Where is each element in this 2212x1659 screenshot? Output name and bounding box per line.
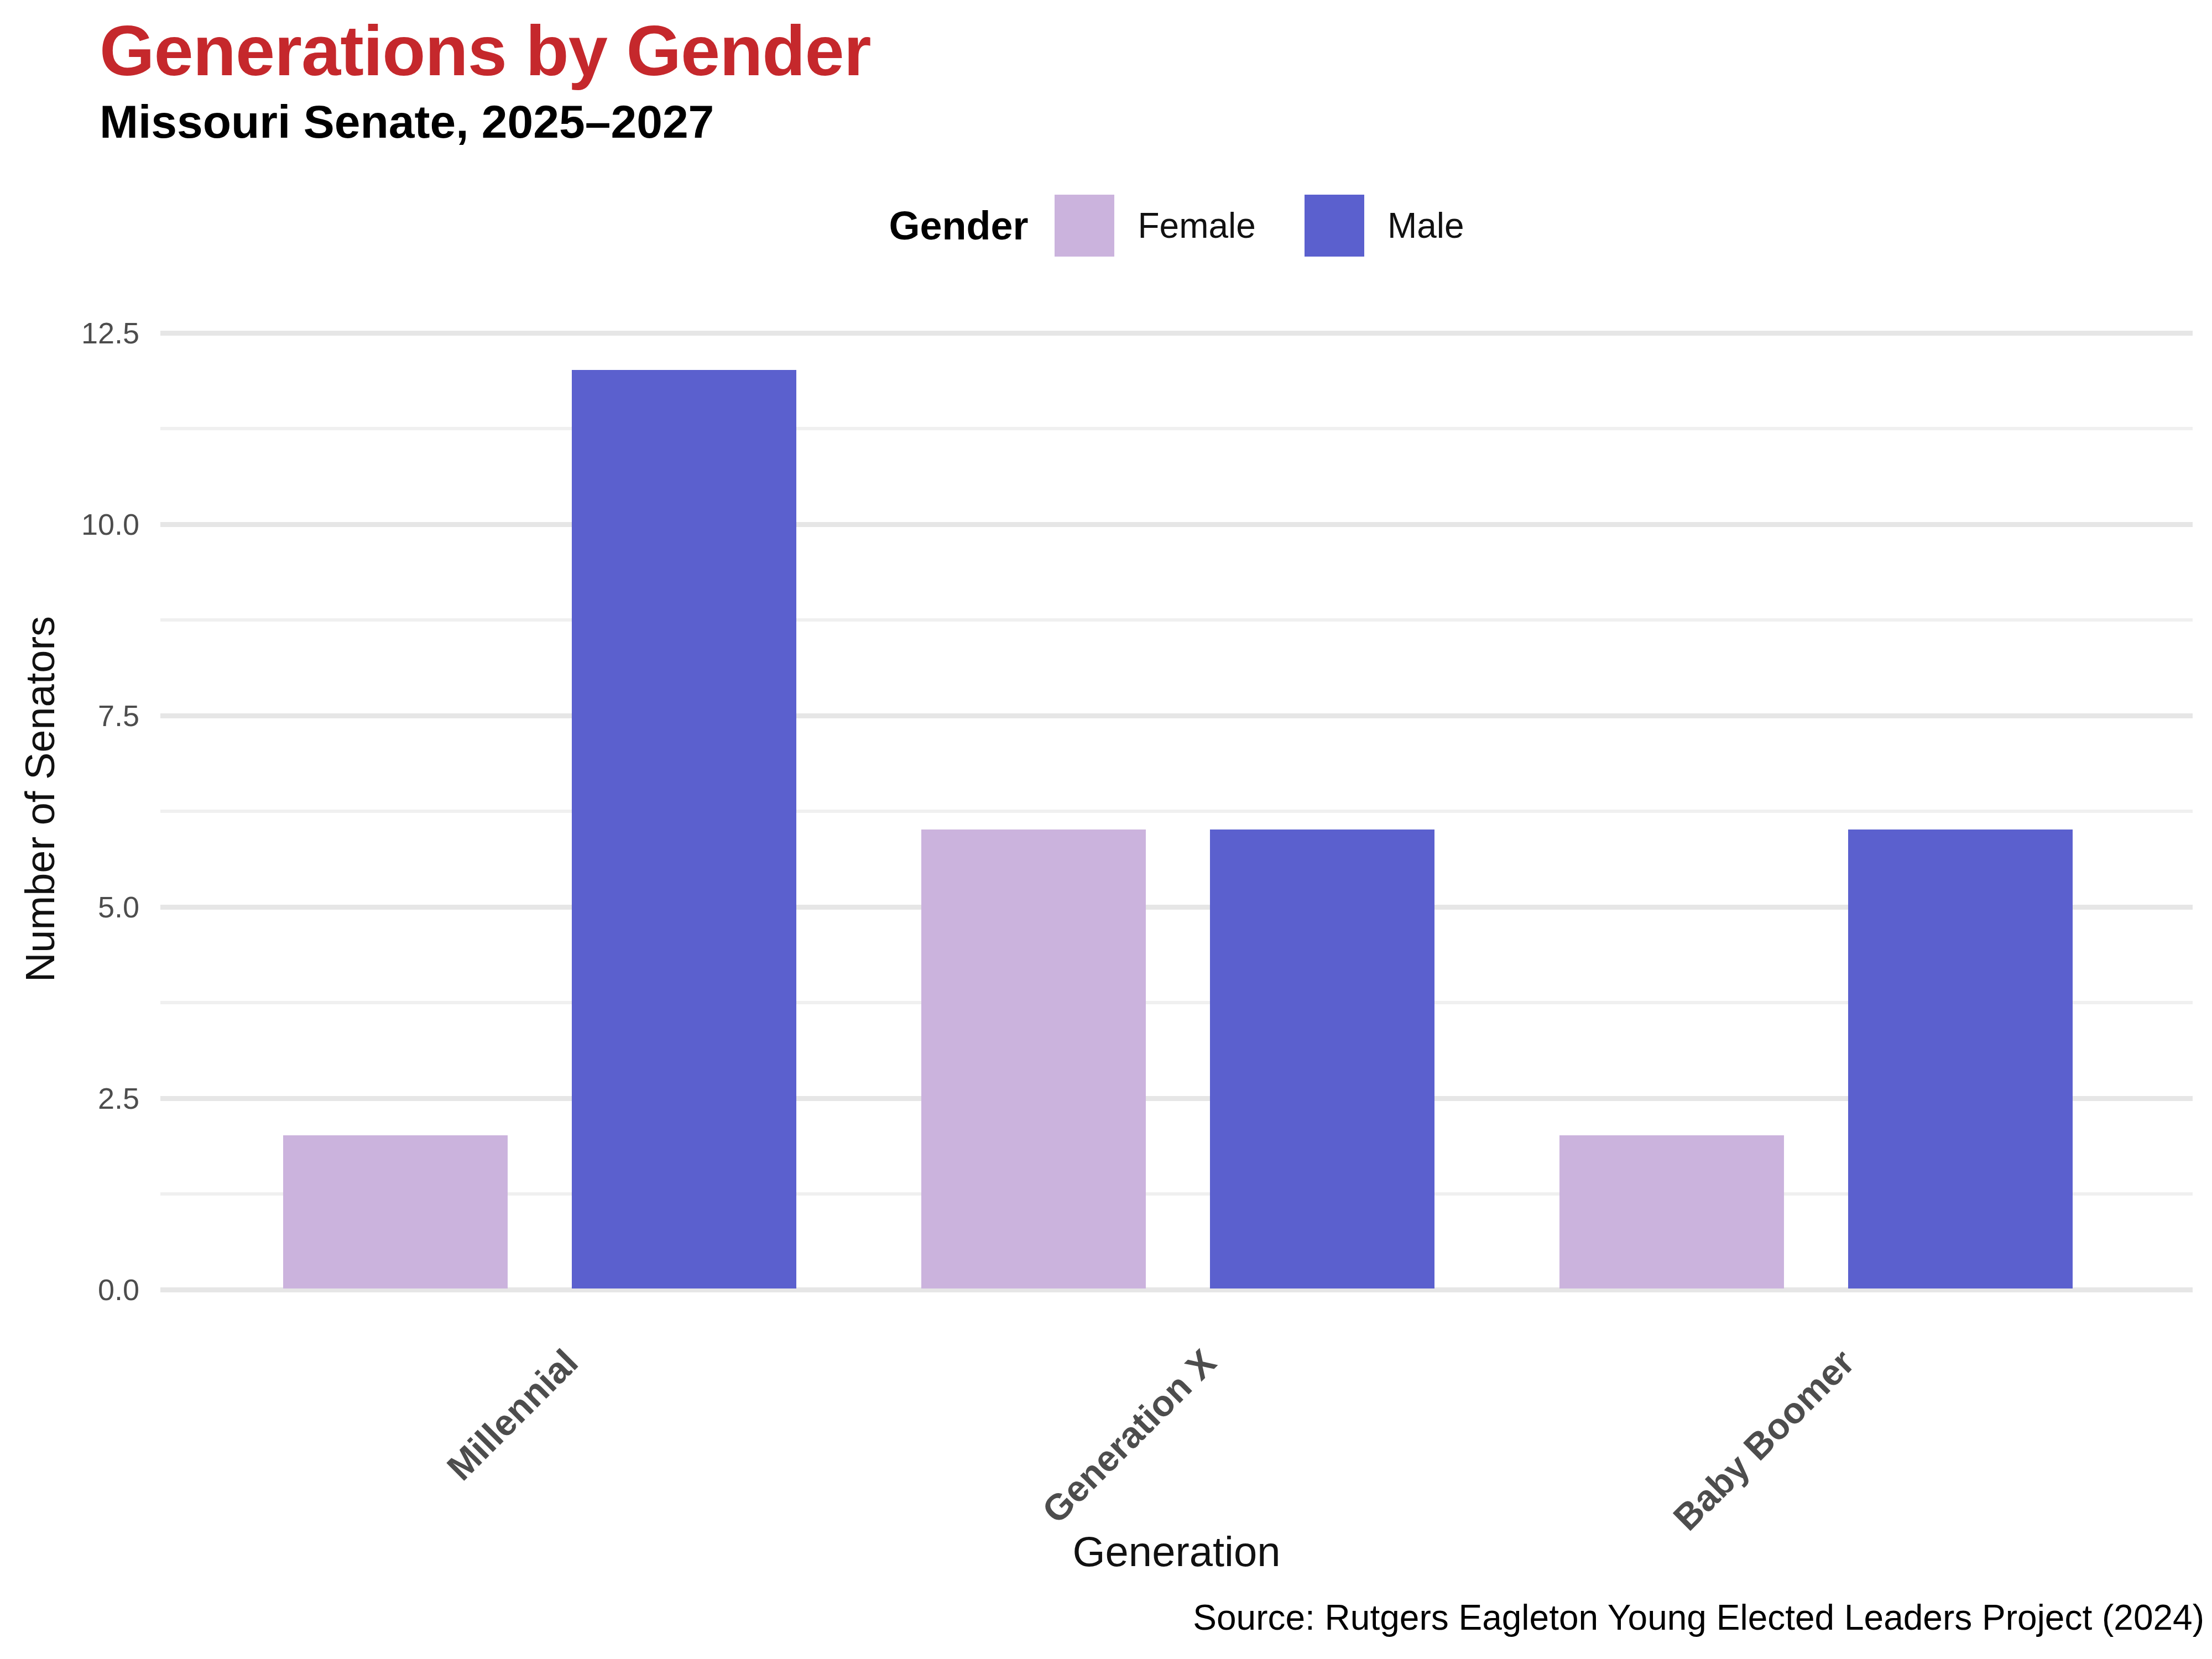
chart-canvas: Generations by Gender Missouri Senate, 2… bbox=[0, 0, 2212, 1659]
plot-area: 0.02.55.07.510.012.5MillennialGeneration… bbox=[0, 0, 2212, 1659]
bar-male-baby-boomer bbox=[1848, 830, 2073, 1288]
y-tick-label: 2.5 bbox=[0, 1081, 139, 1116]
source-note: Source: Rutgers Eagleton Young Elected L… bbox=[1193, 1597, 2204, 1638]
gridline-major bbox=[160, 331, 2193, 336]
y-tick-label: 5.0 bbox=[0, 889, 139, 925]
gridline-minor bbox=[160, 810, 2193, 813]
y-tick-label: 12.5 bbox=[0, 315, 139, 351]
bar-female-baby-boomer bbox=[1559, 1135, 1784, 1288]
y-tick-label: 10.0 bbox=[0, 507, 139, 542]
x-category-label: Generation X bbox=[1034, 1341, 1224, 1531]
x-category-label: Baby Boomer bbox=[1665, 1341, 1863, 1538]
bar-male-millennial bbox=[572, 370, 796, 1288]
bar-female-generation-x bbox=[921, 830, 1146, 1288]
x-axis-title: Generation bbox=[160, 1527, 2193, 1575]
y-tick-label: 0.0 bbox=[0, 1272, 139, 1307]
gridline-major bbox=[160, 713, 2193, 718]
gridline-minor bbox=[160, 618, 2193, 622]
y-tick-label: 7.5 bbox=[0, 698, 139, 733]
gridline-major bbox=[160, 522, 2193, 527]
bar-male-generation-x bbox=[1210, 830, 1434, 1288]
gridline-minor bbox=[160, 427, 2193, 430]
x-category-label: Millennial bbox=[439, 1341, 586, 1488]
bar-female-millennial bbox=[283, 1135, 508, 1288]
